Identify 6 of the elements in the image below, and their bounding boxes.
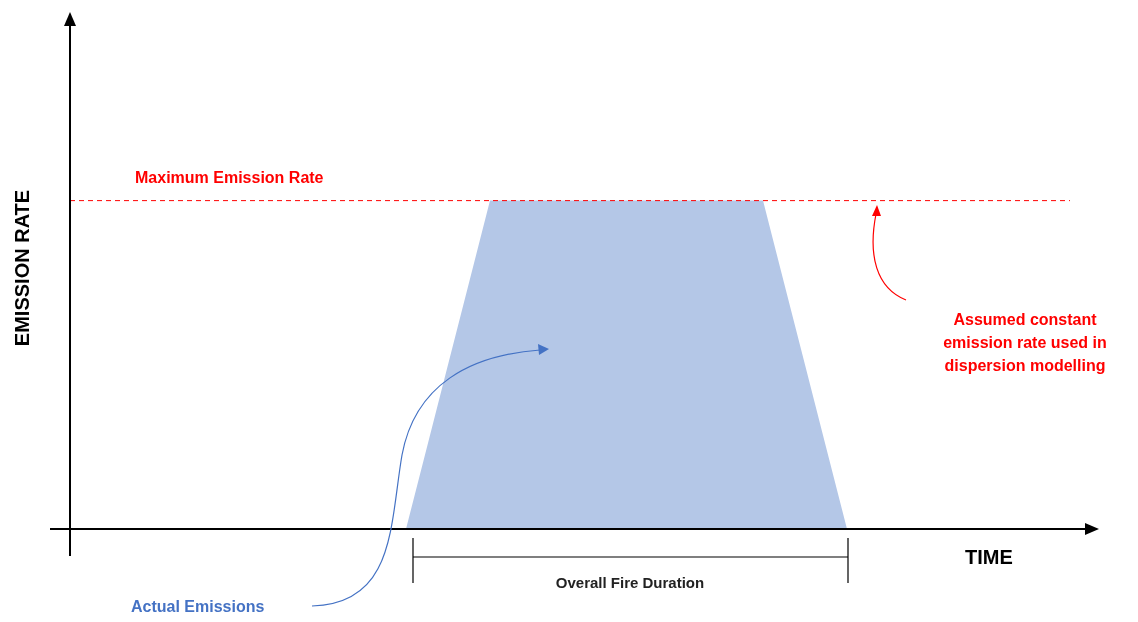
text: Overall Fire Duration <box>555 574 705 591</box>
ref-line-label: Maximum Emission Rate <box>135 169 324 187</box>
x-axis-title: TIME <box>965 546 1013 569</box>
annotation: Assumed constant emission rate used in dispersion modelling <box>942 310 1108 376</box>
y-axis-title: EMISSION RATE <box>10 189 34 347</box>
text: Actual Emissions <box>131 598 265 616</box>
